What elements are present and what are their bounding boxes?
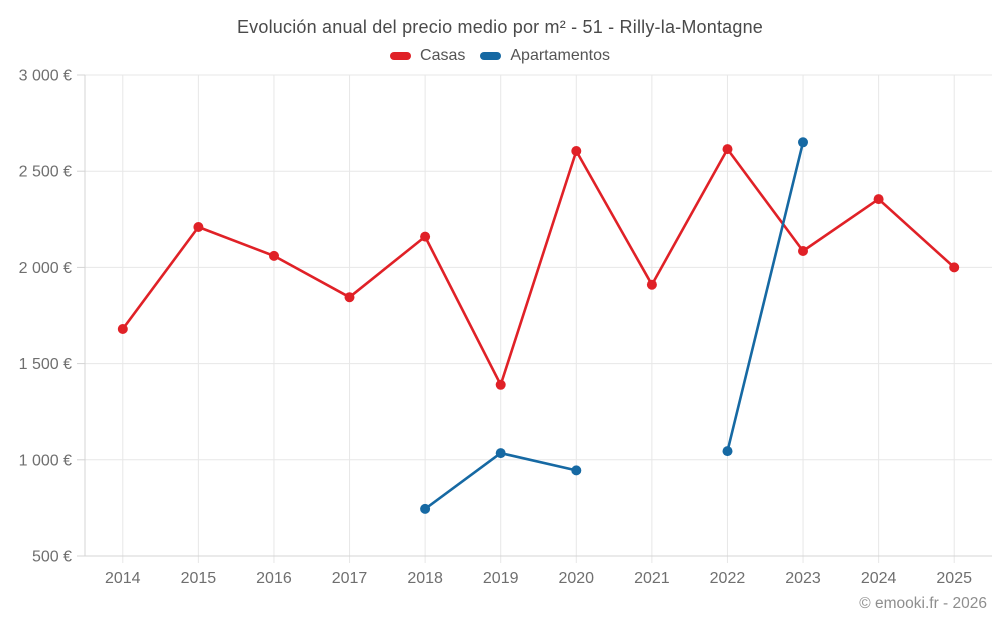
legend-swatch-apartamentos-icon <box>480 52 502 60</box>
point-casas-2017[interactable] <box>344 292 355 303</box>
point-casas-2022[interactable] <box>722 144 733 155</box>
x-tick-label: 2018 <box>407 570 443 587</box>
legend: Casas Apartamentos <box>0 47 1000 65</box>
point-apartamentos-2020[interactable] <box>571 465 582 476</box>
point-casas-2024[interactable] <box>873 194 884 205</box>
legend-label-casas: Casas <box>420 47 466 64</box>
y-tick-label: 1 500 € <box>19 356 72 373</box>
point-apartamentos-2018[interactable] <box>420 503 431 514</box>
footer-credit: © emooki.fr - 2026 <box>859 595 987 612</box>
point-apartamentos-2019[interactable] <box>495 448 506 459</box>
x-tick-label: 2020 <box>558 570 594 587</box>
y-tick-label: 1 000 € <box>19 452 72 469</box>
x-tick-label: 2014 <box>105 570 141 587</box>
y-tick-label: 3 000 € <box>19 68 72 85</box>
point-casas-2016[interactable] <box>269 250 279 261</box>
point-casas-2015[interactable] <box>193 222 204 232</box>
x-tick-label: 2017 <box>332 570 368 587</box>
point-casas-2025[interactable] <box>949 262 960 273</box>
x-tick-label: 2024 <box>861 570 897 587</box>
x-tick-label: 2023 <box>785 570 821 587</box>
point-casas-2018[interactable] <box>420 231 431 242</box>
y-tick-label: 2 500 € <box>19 164 72 181</box>
chart-title: Evolución anual del precio medio por m² … <box>236 17 764 37</box>
legend-swatch-casas-icon <box>390 52 412 60</box>
y-tick-label: 2 000 € <box>19 260 72 277</box>
series-line-casas <box>121 147 956 387</box>
y-tick-label: 500 € <box>32 549 72 566</box>
legend-label-apartamentos: Apartamentos <box>510 47 610 64</box>
legend-item-casas[interactable]: Casas <box>390 47 465 65</box>
x-tick-label: 2021 <box>634 570 670 587</box>
point-apartamentos-2023[interactable] <box>798 137 808 148</box>
x-tick-label: 2025 <box>936 570 972 587</box>
point-casas-2021[interactable] <box>646 279 657 290</box>
point-apartamentos-2022[interactable] <box>722 446 733 457</box>
point-casas-2014[interactable] <box>117 324 128 334</box>
legend-item-apartamentos[interactable]: Apartamentos <box>480 47 610 65</box>
point-casas-2020[interactable] <box>571 146 582 156</box>
x-tick-label: 2015 <box>181 570 217 587</box>
series-line-apartamentos <box>423 141 805 511</box>
x-tick-label: 2022 <box>710 570 746 587</box>
x-tick-label: 2016 <box>256 570 292 587</box>
point-casas-2019[interactable] <box>495 379 506 390</box>
point-casas-2023[interactable] <box>798 246 808 256</box>
x-tick-label: 2019 <box>483 570 519 587</box>
